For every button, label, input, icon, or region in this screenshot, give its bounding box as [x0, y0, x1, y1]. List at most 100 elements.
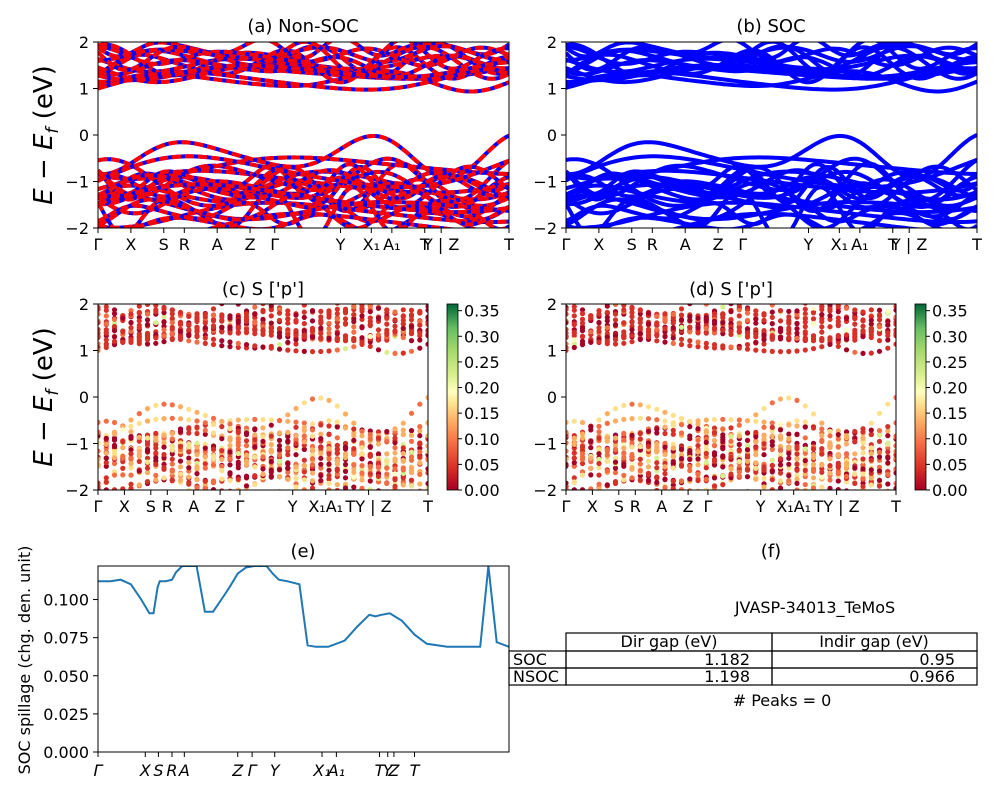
- scatter-point: [111, 451, 118, 457]
- scatter-point: [654, 406, 660, 412]
- scatter-point: [425, 448, 428, 454]
- x-tick-label: S: [153, 761, 163, 780]
- scatter-point: [843, 429, 850, 435]
- scatter-point: [169, 324, 175, 330]
- x-tick-label: X₁A₁: [308, 497, 343, 516]
- scatter-point: [120, 472, 126, 478]
- y-tick-label: 1: [547, 80, 557, 99]
- scatter-point: [571, 418, 577, 424]
- scatter-point: [318, 436, 324, 442]
- scatter-point: [103, 435, 109, 441]
- scatter-point: [219, 324, 225, 330]
- scatter-point: [417, 345, 423, 351]
- scatter-point: [579, 338, 586, 344]
- scatter-point: [744, 342, 751, 348]
- scatter-point: [359, 335, 365, 341]
- scatter-point: [186, 406, 192, 412]
- scatter-point: [252, 304, 258, 310]
- scatter-point: [392, 445, 398, 451]
- scatter-point: [744, 437, 751, 443]
- scatter-point: [103, 307, 109, 313]
- scatter-point: [227, 339, 233, 345]
- scatter-point: [566, 334, 569, 341]
- scatter-point: [301, 321, 307, 327]
- scatter-point: [893, 470, 896, 476]
- scatter-point: [579, 451, 586, 457]
- scatter-point: [98, 448, 101, 454]
- scatter-point: [235, 325, 241, 331]
- scatter-point: [819, 474, 825, 480]
- scatter-point: [367, 436, 373, 442]
- scatter-point: [654, 465, 660, 471]
- scatter-point: [342, 468, 349, 474]
- scatter-point: [408, 307, 415, 313]
- scatter-point: [210, 462, 217, 468]
- scatter-point: [571, 304, 577, 310]
- scatter-point: [571, 441, 577, 447]
- scatter-point: [417, 454, 423, 460]
- scatter-point: [893, 341, 896, 347]
- scatter-point: [309, 328, 316, 334]
- band-line-blue: [566, 211, 925, 228]
- scatter-point: [334, 446, 340, 452]
- scatter-point: [144, 435, 151, 441]
- scatter-point: [645, 471, 652, 477]
- scatter-point: [153, 477, 159, 483]
- scatter-point: [375, 429, 382, 435]
- scatter-point: [852, 459, 858, 465]
- scatter-point: [579, 316, 586, 322]
- scatter-point: [359, 324, 365, 330]
- scatter-point: [571, 337, 577, 343]
- scatter-point: [153, 416, 159, 422]
- scatter-point: [326, 461, 332, 467]
- scatter-point: [637, 461, 643, 467]
- scatter-point: [194, 334, 200, 340]
- scatter-point: [202, 465, 208, 471]
- panel-c-colorbar: [446, 303, 459, 491]
- scatter-point: [777, 433, 784, 439]
- scatter-point: [293, 475, 299, 482]
- scatter-point: [728, 317, 734, 323]
- scatter-point: [654, 338, 660, 344]
- scatter-point: [579, 435, 586, 441]
- scatter-point: [885, 428, 891, 434]
- scatter-point: [612, 317, 619, 323]
- scatter-point: [566, 440, 569, 446]
- scatter-point: [293, 464, 299, 470]
- scatter-point: [153, 445, 159, 451]
- scatter-point: [210, 456, 217, 462]
- scatter-point: [252, 464, 258, 470]
- scatter-point: [375, 327, 382, 333]
- scatter-point: [621, 455, 627, 461]
- scatter-point: [728, 466, 734, 472]
- scatter-point: [260, 471, 266, 477]
- scatter-point: [252, 426, 258, 432]
- scatter-point: [885, 454, 891, 460]
- scatter-point: [169, 320, 175, 326]
- scatter-point: [827, 316, 833, 322]
- scatter-point: [786, 319, 792, 325]
- scatter-point: [111, 311, 118, 317]
- scatter-point: [136, 325, 142, 331]
- scatter-point: [194, 430, 200, 437]
- scatter-point: [769, 321, 775, 327]
- scatter-point: [827, 324, 833, 330]
- scatter-point: [293, 484, 299, 490]
- scatter-point: [301, 309, 307, 315]
- scatter-point: [194, 424, 200, 430]
- scatter-point: [761, 341, 767, 347]
- scatter-point: [334, 467, 340, 473]
- y-tick-label: 0.050: [43, 667, 89, 686]
- scatter-point: [695, 344, 701, 350]
- scatter-point: [604, 304, 610, 309]
- scatter-point: [227, 325, 233, 331]
- scatter-point: [375, 464, 382, 470]
- scatter-point: [802, 403, 808, 409]
- scatter-point: [144, 322, 151, 328]
- scatter-point: [144, 446, 151, 453]
- scatter-point: [293, 405, 299, 412]
- scatter-point: [654, 313, 660, 319]
- scatter-point: [753, 316, 759, 322]
